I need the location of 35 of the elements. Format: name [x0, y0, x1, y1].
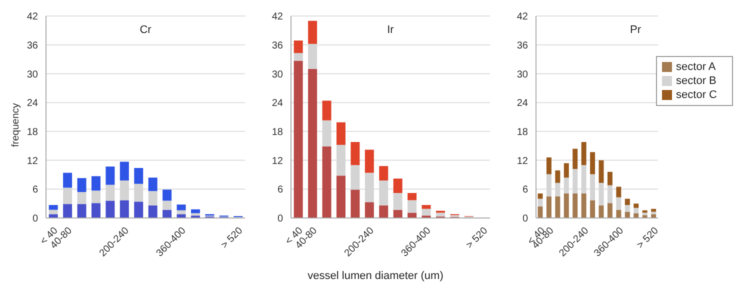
y-tick-label: 18	[272, 126, 284, 138]
legend-label: sector A	[676, 61, 716, 73]
y-tick-label: 6	[277, 184, 284, 196]
y-tick-label: 18	[516, 126, 528, 138]
y-tick-label: 12	[26, 156, 38, 167]
y-tick-label: 36	[272, 40, 284, 52]
x-tick-label: > 520	[219, 225, 246, 252]
legend-label: sector B	[676, 75, 716, 87]
y-tick-label: 30	[26, 69, 38, 80]
x-tick-label: > 520	[464, 225, 490, 252]
y-tick-label: 0	[522, 214, 528, 225]
y-tick-label: 42	[516, 12, 528, 23]
y-tick-label: 30	[272, 69, 284, 80]
y-tick-label: 6	[32, 184, 38, 196]
y-tick-label: 36	[26, 40, 38, 52]
text: Pr	[629, 24, 642, 36]
y-tick-label: 12	[516, 156, 528, 167]
y-tick-label: 42	[26, 12, 38, 23]
y-tick-label: 0	[32, 214, 38, 225]
text: Ir	[386, 24, 395, 36]
text: Cr	[138, 24, 152, 36]
y-tick-label: 24	[26, 98, 38, 110]
y-tick-label: 6	[522, 184, 528, 196]
x-tick-label: > 520	[635, 225, 662, 252]
y-tick-label: 24	[272, 98, 284, 110]
y-axis-title: frequency	[10, 103, 22, 147]
x-axis-title: vessel lumen diameter (um)	[306, 270, 444, 282]
y-tick-label: 42	[272, 12, 284, 23]
y-tick-label: 24	[516, 98, 528, 110]
y-tick-label: 36	[516, 40, 528, 52]
y-tick-label: 18	[26, 126, 38, 138]
legend-label: sector C	[676, 89, 717, 101]
y-tick-label: 12	[272, 156, 284, 167]
y-tick-label: 0	[277, 214, 284, 225]
y-tick-label: 30	[516, 69, 528, 80]
